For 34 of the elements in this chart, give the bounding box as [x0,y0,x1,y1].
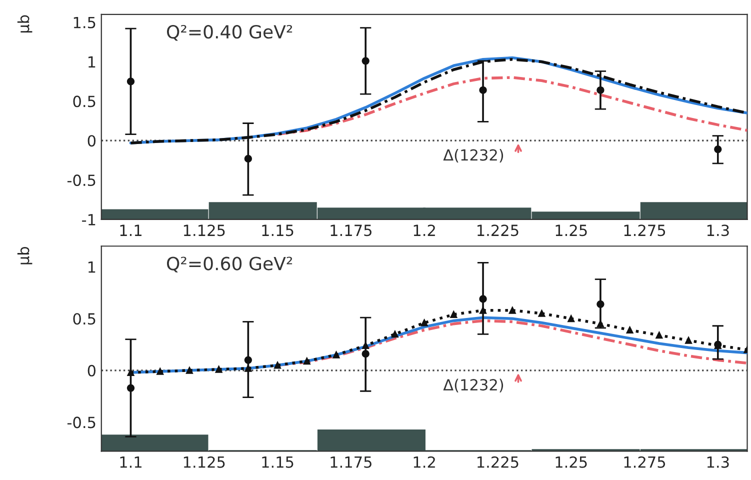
x-tick-label: 1.3 [707,456,729,468]
y-tick-label: 0.5 [73,96,96,108]
annotation: Δ(1232) [443,378,504,392]
x-tick-label: 1.25 [556,224,587,236]
y-tick-label: 1.5 [74,16,96,28]
y-tick-label: -0.5 [67,174,96,186]
x-tick-label: 1.225 [478,224,518,236]
x-tick-label: 1.2 [414,224,435,236]
x-tick-label: 1.175 [330,224,372,236]
x-tick-label: 1.275 [624,456,666,468]
annotation: Q²=0.40 GeV² [166,24,292,41]
y-axis-title: μb [17,246,32,264]
x-tick-label: 1.15 [262,224,294,236]
x-tick-label: 1.25 [556,456,587,468]
annotation: Δ(1232) [443,148,504,163]
x-tick-label: 1.1 [120,456,142,468]
y-tick-label: 0 [88,135,96,147]
x-tick-label: 1.2 [414,456,435,468]
x-tick-label: 1.125 [184,224,225,236]
y-tick-label: 0 [88,364,96,376]
x-tick-label: 1.225 [478,456,518,468]
y-tick-label: -1 [82,214,96,226]
y-axis-title: μb [17,15,32,33]
y-tick-label: 1 [88,56,96,68]
y-tick-label: 1 [88,262,96,273]
y-tick-label: 0.5 [73,313,96,325]
x-tick-label: 1.1 [120,224,142,236]
x-tick-label: 1.125 [184,456,225,468]
x-tick-label: 1.3 [707,224,729,236]
x-tick-label: 1.275 [624,224,666,236]
x-tick-label: 1.175 [330,456,372,468]
y-tick-label: -0.5 [67,416,96,428]
annotation: Q²=0.60 GeV² [166,256,292,272]
x-tick-label: 1.15 [262,456,294,468]
